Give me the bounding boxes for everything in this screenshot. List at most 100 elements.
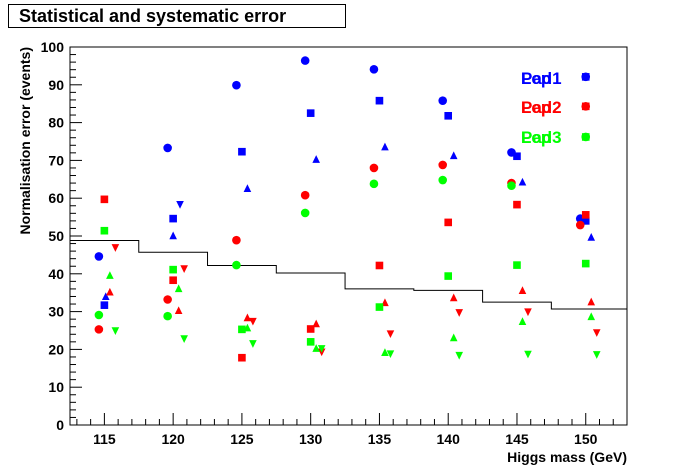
- data-point-triangle-up: [243, 313, 252, 322]
- data-point-circle: [438, 175, 448, 185]
- data-point-square: [375, 261, 384, 270]
- data-point-square: [581, 211, 590, 219]
- data-point-circle: [575, 220, 585, 230]
- data-point-square: [169, 276, 177, 285]
- data-point-square: [581, 102, 590, 111]
- data-point-triangle-up: [312, 319, 320, 328]
- data-point-triangle-up: [381, 348, 389, 357]
- chart-title: Statistical and systematic error: [8, 4, 346, 28]
- data-point-triangle-down: [386, 330, 395, 339]
- legend-label-overprint: Lep: [521, 98, 551, 117]
- data-point-circle: [163, 143, 172, 153]
- data-point-circle: [438, 96, 448, 105]
- data-point-triangle-up: [449, 293, 458, 302]
- data-point-square: [100, 301, 109, 309]
- y-tick-label: 60: [48, 190, 64, 206]
- data-point-square: [513, 152, 521, 161]
- data-point-circle: [369, 179, 379, 189]
- data-point-triangle-down: [249, 340, 257, 348]
- data-point-square: [100, 226, 109, 235]
- data-point-circle: [163, 311, 172, 321]
- data-point-triangle-up: [449, 151, 458, 160]
- data-point-triangle-up: [381, 142, 389, 151]
- data-point-triangle-down: [249, 317, 257, 326]
- data-point-circle: [300, 190, 310, 200]
- x-tick-label: 145: [505, 431, 529, 447]
- limit-step-line: [70, 240, 627, 310]
- y-tick-label: 80: [48, 115, 64, 131]
- data-point-triangle-down: [386, 350, 395, 359]
- y-axis-title: Normalisation error (events): [17, 47, 33, 235]
- data-point-square: [100, 195, 109, 204]
- data-point-triangle-down: [592, 351, 601, 359]
- x-tick-label: 140: [437, 431, 461, 447]
- data-point-circle: [163, 295, 172, 304]
- y-tick-label: 100: [41, 39, 65, 55]
- data-point-square: [444, 111, 453, 120]
- data-point-circle: [438, 160, 448, 170]
- data-point-triangle-up: [106, 287, 114, 296]
- y-tick-label: 20: [48, 341, 64, 357]
- x-tick-label: 130: [299, 431, 323, 447]
- data-point-square: [581, 133, 590, 141]
- data-point-triangle-up: [449, 333, 458, 342]
- data-point-triangle-up: [518, 286, 527, 295]
- data-point-square: [513, 200, 521, 209]
- data-point-square: [444, 272, 453, 280]
- data-point-triangle-down: [524, 308, 532, 317]
- data-point-triangle-up: [587, 297, 596, 306]
- data-point-triangle-up: [518, 317, 527, 326]
- data-point-triangle-up: [169, 231, 177, 240]
- data-point-circle: [300, 56, 310, 65]
- data-point-square: [169, 265, 177, 274]
- data-point-triangle-down: [111, 244, 120, 252]
- data-point-square: [306, 338, 315, 346]
- data-point-square: [581, 217, 590, 225]
- x-tick-label: 115: [93, 431, 116, 447]
- data-point-triangle-down: [180, 265, 188, 274]
- data-point-circle: [94, 325, 104, 334]
- x-tick-label: 120: [161, 431, 185, 447]
- data-point-triangle-up: [243, 184, 252, 192]
- data-point-triangle-up: [174, 306, 183, 315]
- data-point-triangle-down: [176, 201, 184, 209]
- data-point-square: [581, 259, 590, 268]
- data-point-square: [513, 261, 521, 269]
- data-point-triangle-up: [106, 271, 114, 279]
- data-point-triangle-down: [455, 309, 464, 317]
- data-point-circle: [507, 181, 516, 191]
- y-tick-label: 70: [48, 152, 64, 168]
- data-point-square: [238, 325, 246, 334]
- legend-label: Pad3: [521, 128, 562, 147]
- data-point-square: [306, 109, 315, 117]
- data-point-triangle-up: [587, 312, 596, 321]
- data-point-triangle-down: [111, 327, 120, 335]
- data-point-square: [581, 73, 590, 81]
- data-point-square: [375, 303, 384, 311]
- data-point-circle: [369, 65, 379, 74]
- data-point-square: [444, 218, 453, 227]
- data-point-circle: [300, 208, 310, 218]
- legend-label: Pad1: [521, 69, 562, 88]
- x-tick-label: 135: [368, 431, 392, 447]
- data-point-triangle-up: [243, 323, 252, 332]
- data-point-triangle-down: [317, 345, 326, 353]
- data-point-square: [375, 96, 384, 105]
- data-point-square: [169, 214, 177, 223]
- y-tick-label: 40: [48, 266, 64, 282]
- data-point-circle: [94, 310, 104, 320]
- data-point-triangle-up: [312, 155, 320, 163]
- y-tick-label: 10: [48, 379, 64, 395]
- x-tick-label: 150: [574, 431, 598, 447]
- y-tick-label: 50: [48, 228, 64, 244]
- y-tick-label: 0: [56, 417, 64, 433]
- y-tick-label: 30: [48, 304, 64, 320]
- data-point-circle: [232, 80, 241, 90]
- data-point-square: [238, 353, 246, 362]
- legend-label-overprint: Lep: [521, 128, 551, 147]
- data-point-triangle-down: [592, 329, 601, 337]
- y-tick-label: 90: [48, 77, 64, 93]
- data-point-triangle-down: [455, 351, 464, 360]
